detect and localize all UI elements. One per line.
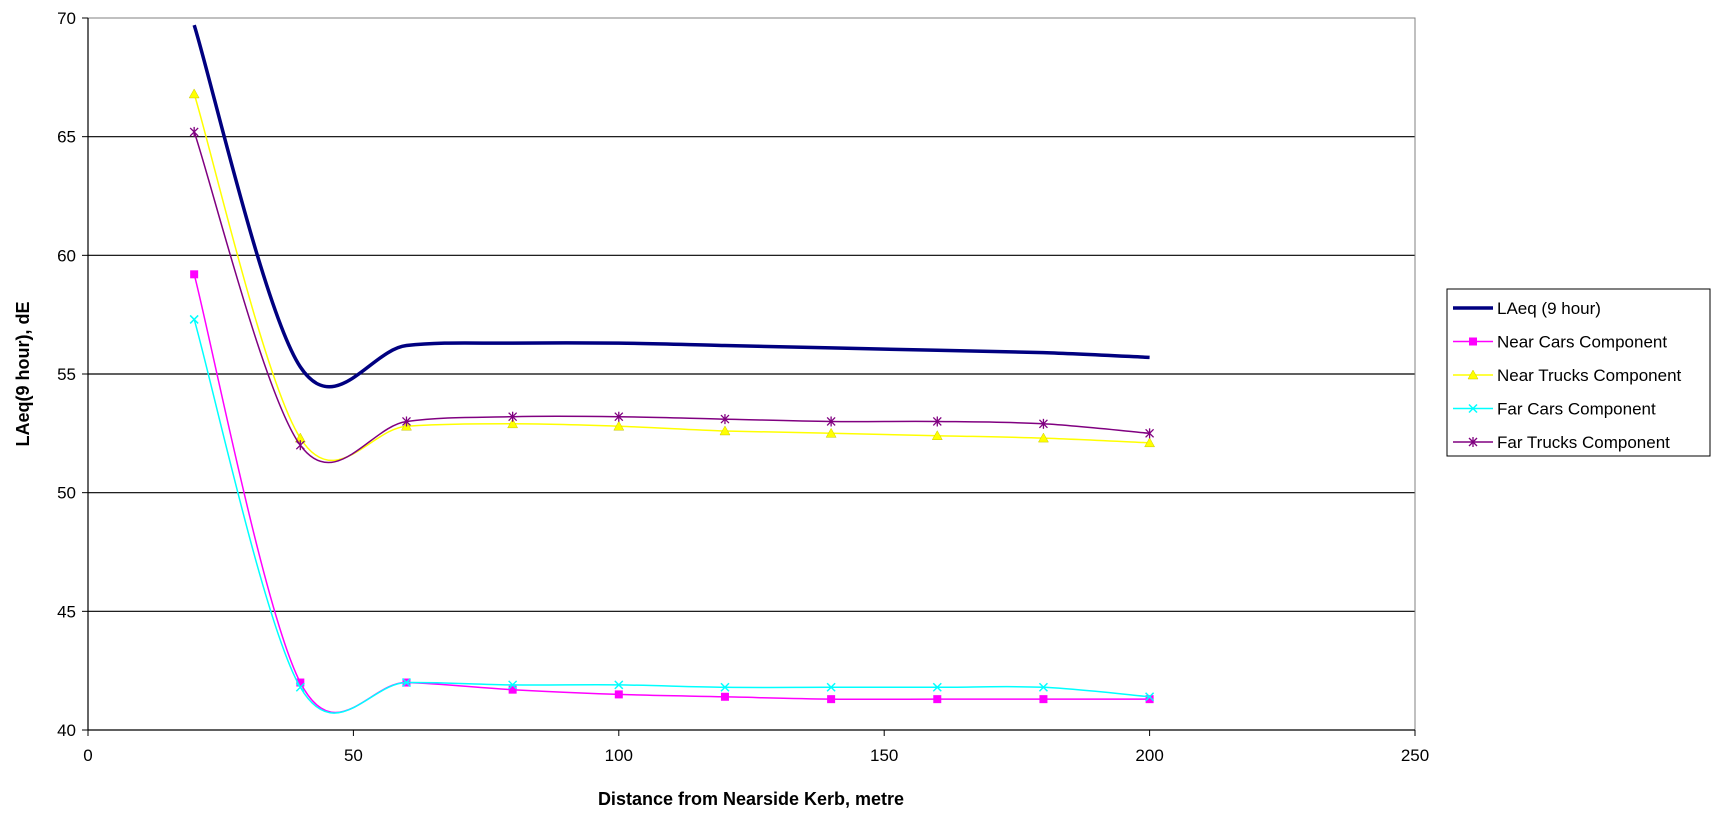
legend-entry: Far Trucks Component [1453, 433, 1670, 452]
legend: LAeq (9 hour) Near Cars Component Near Tru… [1446, 288, 1711, 457]
x-tick-label: 50 [344, 746, 363, 765]
y-tick-label: 65 [57, 128, 76, 147]
series-near-trucks-component [188, 88, 1156, 462]
data-point [825, 427, 837, 438]
x-tick-label: 150 [870, 746, 898, 765]
y-tick-label: 40 [57, 721, 76, 740]
series-line [193, 274, 1150, 714]
data-point [402, 416, 411, 427]
data-point [295, 682, 305, 692]
legend-box [1446, 288, 1711, 457]
data-point [826, 416, 836, 427]
y-tick-label: 70 [57, 9, 76, 28]
data-point [1038, 682, 1048, 692]
data-point [826, 682, 836, 692]
x-tick-label: 200 [1135, 746, 1163, 765]
data-point [720, 692, 729, 701]
legend-label: Far Cars Component [1497, 400, 1656, 419]
x-tick-label: 100 [605, 746, 633, 765]
series-far-trucks-component [189, 126, 1155, 464]
legend-entry: LAeq (9 hour) [1453, 299, 1601, 318]
data-point [1145, 692, 1155, 702]
data-point [401, 678, 412, 688]
data-point [507, 418, 519, 429]
axes: 40 45 50 55 60 65 70 0 50 100 150 200 250 [57, 9, 1429, 765]
legend-label: LAeq (9 hour) [1497, 299, 1601, 318]
series-line [193, 319, 1150, 714]
data-point [933, 695, 942, 704]
series-laeq-9-hour [192, 24, 1150, 389]
data-point [1039, 695, 1048, 704]
data-point [614, 680, 624, 690]
y-tick-label: 45 [57, 602, 76, 621]
legend-entry: Near Cars Component [1453, 333, 1667, 352]
data-point [932, 416, 942, 427]
data-point [720, 682, 730, 692]
legend-marker [1468, 403, 1478, 414]
data-point [508, 680, 518, 690]
legend-label: Near Cars Component [1497, 333, 1667, 352]
legend-label: Near Trucks Component [1497, 366, 1682, 385]
data-point [295, 440, 305, 451]
y-axis-title: LAeq(9 hour), dE [13, 302, 33, 447]
y-tick-label: 55 [57, 365, 76, 384]
data-point [1038, 418, 1048, 429]
series-group [188, 24, 1156, 714]
data-point [827, 695, 836, 704]
data-point [720, 414, 730, 425]
data-point [614, 411, 624, 422]
y-tick-label: 60 [57, 246, 76, 265]
data-point [932, 682, 942, 692]
data-point [189, 314, 199, 324]
x-tick-label: 0 [83, 746, 92, 765]
data-point [296, 678, 305, 687]
gridlines [88, 136, 1415, 612]
legend-marker [1469, 337, 1477, 346]
x-axis-title: Distance from Nearside Kerb, metre [598, 789, 904, 809]
series-line [193, 131, 1150, 464]
legend-entry: Far Cars Component [1453, 400, 1656, 419]
data-point [931, 430, 943, 440]
data-point [1145, 428, 1155, 439]
data-point [190, 270, 199, 279]
data-point [189, 126, 199, 137]
series-line [193, 93, 1150, 462]
data-point [1144, 437, 1156, 448]
data-point [613, 420, 625, 431]
legend-marker [1467, 369, 1479, 380]
data-point [508, 411, 518, 422]
data-point [1038, 432, 1049, 443]
data-point [719, 425, 731, 436]
series-line [192, 24, 1150, 389]
x-tick-label: 250 [1401, 746, 1429, 765]
data-point [1145, 695, 1154, 704]
data-point [188, 88, 200, 99]
series-far-cars-component [189, 314, 1155, 714]
legend-entry: Near Trucks Component [1453, 366, 1682, 385]
data-point [508, 685, 517, 694]
legend-marker [1468, 437, 1478, 447]
legend-label: Far Trucks Component [1497, 433, 1670, 452]
series-near-cars-component [190, 270, 1154, 714]
data-point [614, 690, 623, 699]
y-tick-label: 50 [57, 484, 76, 503]
